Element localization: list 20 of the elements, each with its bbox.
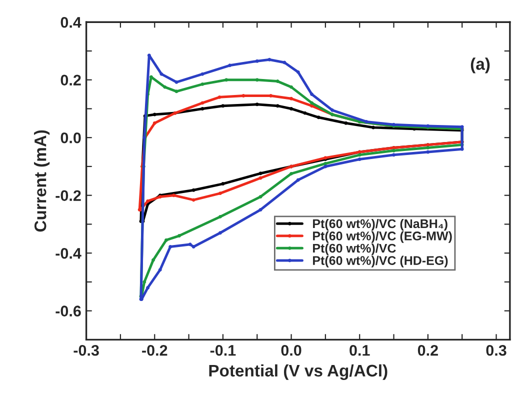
x-tick-label: -0.2 <box>142 344 168 356</box>
x-tick-label: 0.2 <box>418 344 438 356</box>
x-tick-label: -0.1 <box>210 344 236 356</box>
y-tick-label: -0.6 <box>56 306 81 317</box>
legend-label: Pt(60 wt%)/VC <box>313 243 396 256</box>
y-tick-label: -0.4 <box>56 248 82 259</box>
x-tick-label: 0.3 <box>486 344 506 356</box>
legend-label: Pt(60 wt%)/VC (EG-MW) <box>313 231 452 243</box>
x-tick-label: -0.3 <box>74 344 99 356</box>
y-tick-label: 0.4 <box>60 16 82 28</box>
annotation: (a) <box>470 58 490 74</box>
legend-label: Pt(60 wt%)/VC (HD-EG) <box>313 256 448 268</box>
y-tick-label: 0.2 <box>60 74 81 86</box>
x-axis-title: Potential (V vs Ag/ACl) <box>209 364 388 380</box>
x-tick-label: 0.1 <box>350 344 370 356</box>
legend-label: Pt(60 wt%)/VC (NaBH₄) <box>313 218 448 231</box>
x-tick-label: 0.0 <box>281 344 302 356</box>
y-tick-label: 0.0 <box>60 132 81 144</box>
y-tick-label: -0.2 <box>56 190 81 202</box>
y-axis-title: Current (mA) <box>34 130 50 232</box>
